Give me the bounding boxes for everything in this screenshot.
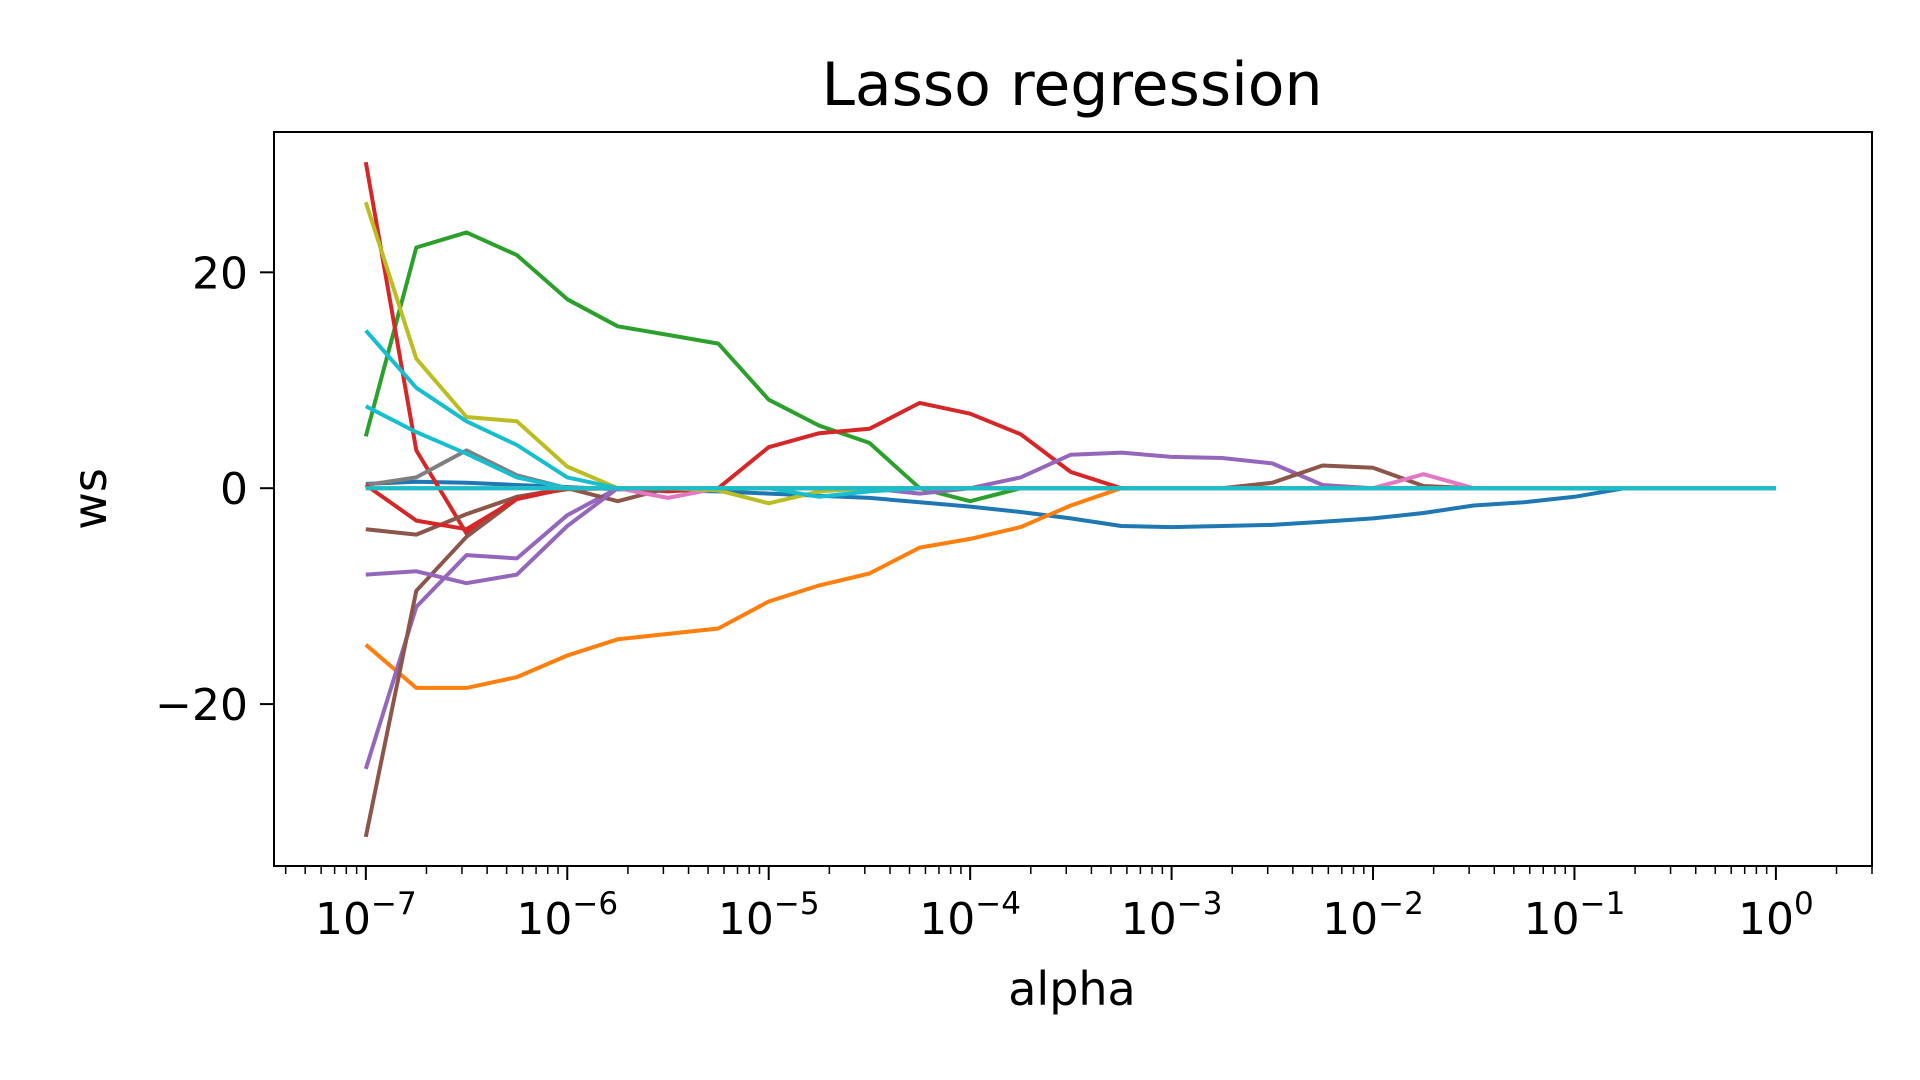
x-tick-label: 10−6 xyxy=(516,886,618,945)
series-layer xyxy=(363,161,1776,838)
plot-area xyxy=(273,131,1873,867)
x-axis-label: alpha xyxy=(1008,962,1136,1016)
x-tick-label: 10−2 xyxy=(1322,886,1424,945)
x-tick-label: 10−1 xyxy=(1524,886,1626,945)
y-axis-label: ws xyxy=(63,468,117,530)
y-axis: 20 0 −20 xyxy=(155,248,274,731)
plot-frame xyxy=(273,131,1873,867)
x-tick-label: 10−5 xyxy=(718,886,820,945)
x-tick-label: 10−4 xyxy=(919,886,1021,945)
chart-title: Lasso regression xyxy=(821,50,1322,120)
x-tick-label: 100 xyxy=(1738,886,1814,945)
x-axis: 10−7 10−6 10−5 10−4 10−3 10−2 10−1 100 xyxy=(284,866,1873,945)
y-tick-label: 0 xyxy=(220,464,248,515)
y-tick-label: 20 xyxy=(192,248,248,299)
x-tick-label: 10−3 xyxy=(1121,886,1223,945)
x-tick-label: 10−7 xyxy=(315,886,417,945)
y-tick-label: −20 xyxy=(155,680,248,731)
